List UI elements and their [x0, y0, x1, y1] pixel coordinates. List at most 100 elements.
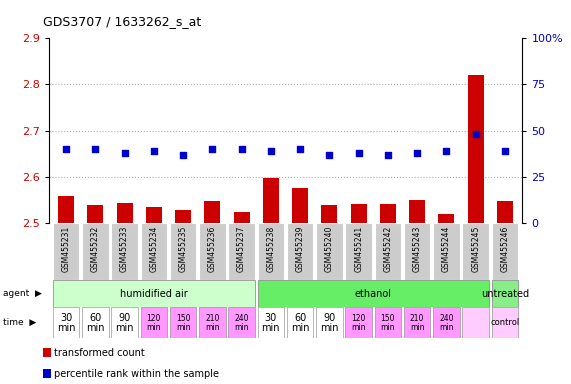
Text: GSM455241: GSM455241 [354, 226, 363, 272]
Point [383, 151, 392, 157]
Bar [146, 207, 162, 223]
Text: 60
min: 60 min [86, 313, 104, 333]
Bar [234, 212, 250, 223]
Bar [492, 307, 518, 338]
Text: 120
min: 120 min [351, 314, 366, 331]
Point [500, 148, 509, 154]
Text: transformed count: transformed count [54, 348, 145, 358]
Text: time  ▶: time ▶ [3, 318, 36, 327]
Bar [170, 223, 196, 280]
Bar [258, 280, 489, 307]
Text: GSM455246: GSM455246 [500, 226, 509, 272]
Text: agent  ▶: agent ▶ [3, 289, 42, 298]
Text: GSM455240: GSM455240 [325, 226, 334, 272]
Bar [345, 307, 372, 338]
Bar [175, 210, 191, 223]
Text: 150
min: 150 min [381, 314, 395, 331]
Bar [199, 307, 226, 338]
Bar [351, 204, 367, 223]
Text: 30
min: 30 min [57, 313, 75, 333]
Text: 90
min: 90 min [320, 313, 339, 333]
Bar [321, 205, 337, 223]
Bar [87, 205, 103, 223]
Bar [111, 223, 138, 280]
Bar [82, 307, 108, 338]
Point [413, 150, 422, 156]
Text: GSM455242: GSM455242 [383, 226, 392, 272]
Bar [170, 307, 196, 338]
Bar [433, 307, 460, 338]
Bar [345, 223, 372, 280]
Point [179, 151, 188, 157]
Bar [140, 307, 167, 338]
Point [442, 148, 451, 154]
Bar [140, 223, 167, 280]
Point [237, 146, 246, 152]
Bar [409, 200, 425, 223]
Bar [439, 214, 455, 223]
Point [471, 131, 480, 137]
Text: GSM455245: GSM455245 [471, 226, 480, 272]
Bar [375, 307, 401, 338]
Bar [53, 307, 79, 338]
Bar [292, 188, 308, 223]
Bar [463, 307, 489, 338]
Text: GDS3707 / 1633262_s_at: GDS3707 / 1633262_s_at [43, 15, 201, 28]
Text: humidified air: humidified air [120, 289, 188, 299]
Bar [463, 223, 489, 280]
Text: GSM455237: GSM455237 [237, 226, 246, 272]
Text: GSM455231: GSM455231 [62, 226, 71, 272]
Text: GSM455232: GSM455232 [91, 226, 100, 272]
Text: 210
min: 210 min [205, 314, 220, 331]
Text: 60
min: 60 min [291, 313, 309, 333]
Bar [228, 307, 255, 338]
Bar [497, 200, 513, 223]
Bar [287, 223, 313, 280]
Text: 90
min: 90 min [115, 313, 134, 333]
Bar [228, 223, 255, 280]
Text: 240
min: 240 min [234, 314, 249, 331]
Text: 240
min: 240 min [439, 314, 453, 331]
Bar [263, 178, 279, 223]
Bar [82, 223, 108, 280]
Bar [380, 204, 396, 223]
Bar [287, 307, 313, 338]
Bar [375, 223, 401, 280]
Bar [404, 307, 431, 338]
Bar [404, 223, 431, 280]
Text: 30
min: 30 min [262, 313, 280, 333]
Text: GSM455239: GSM455239 [296, 226, 304, 272]
Bar [492, 223, 518, 280]
Point [354, 150, 363, 156]
Bar [53, 280, 255, 307]
Text: percentile rank within the sample: percentile rank within the sample [54, 369, 219, 379]
Point [91, 146, 100, 152]
Point [120, 150, 129, 156]
Text: GSM455236: GSM455236 [208, 226, 217, 272]
Point [149, 148, 158, 154]
Text: GSM455243: GSM455243 [413, 226, 421, 272]
Text: GSM455238: GSM455238 [267, 226, 275, 272]
Bar [433, 223, 460, 280]
Bar [468, 75, 484, 223]
Text: 150
min: 150 min [176, 314, 190, 331]
Bar [258, 307, 284, 338]
Point [62, 146, 71, 152]
Point [266, 148, 275, 154]
Bar [258, 223, 284, 280]
Bar [53, 223, 79, 280]
Text: 120
min: 120 min [147, 314, 161, 331]
Text: GSM455233: GSM455233 [120, 226, 129, 272]
Bar [316, 307, 343, 338]
Text: control: control [490, 318, 520, 327]
Text: GSM455235: GSM455235 [179, 226, 188, 272]
Text: GSM455234: GSM455234 [150, 226, 158, 272]
Bar [316, 223, 343, 280]
Bar [58, 196, 74, 223]
Bar [199, 223, 226, 280]
Text: ethanol: ethanol [355, 289, 392, 299]
Text: 210
min: 210 min [410, 314, 424, 331]
Point [325, 151, 334, 157]
Point [296, 146, 305, 152]
Point [208, 146, 217, 152]
